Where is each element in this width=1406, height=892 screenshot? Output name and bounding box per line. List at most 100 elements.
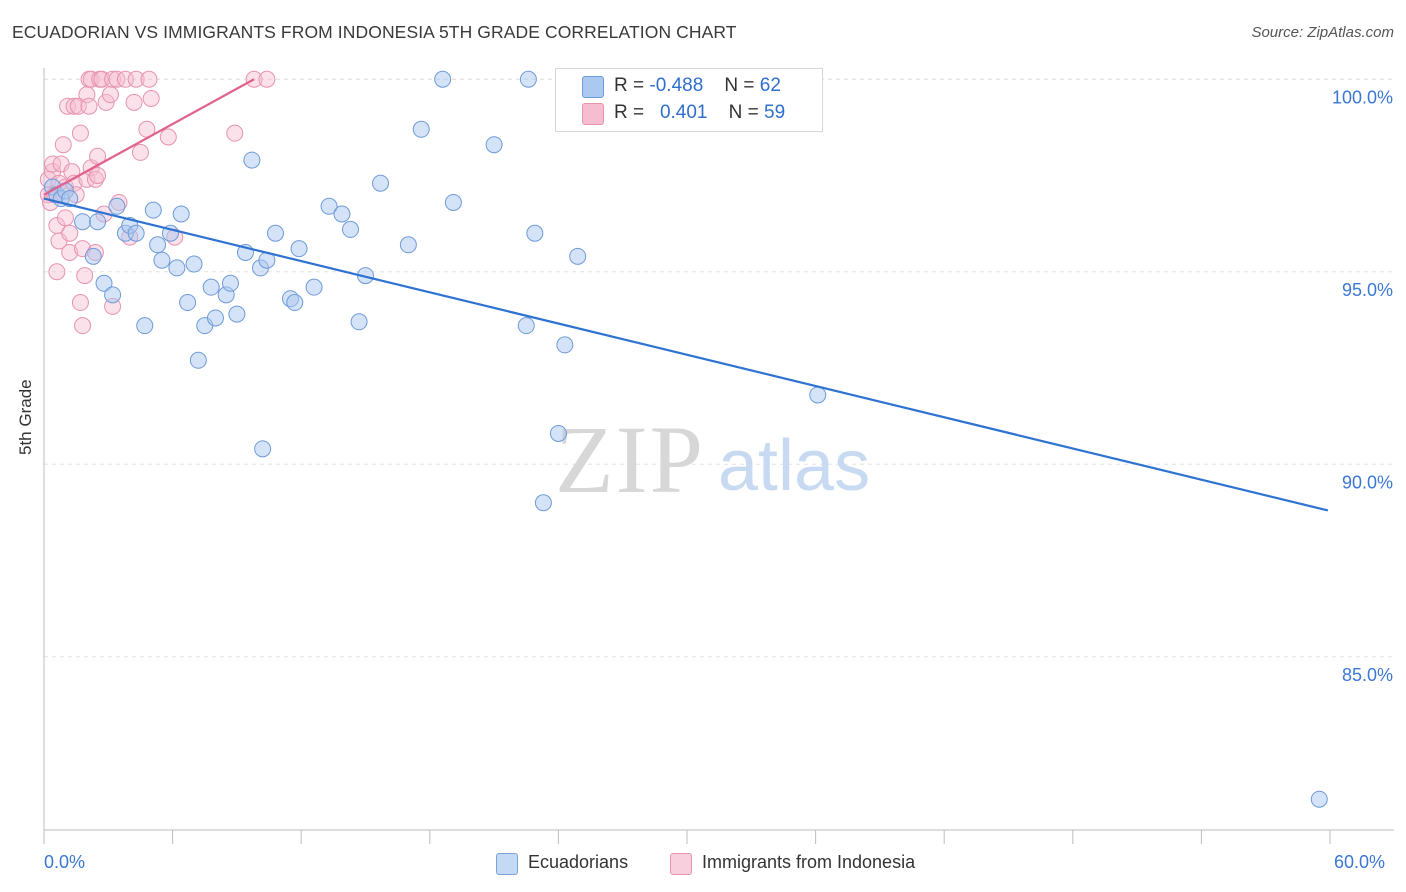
legend-n-label: N = xyxy=(724,75,755,96)
legend-text-indonesia: R = 0.401 N = 59 xyxy=(614,102,785,124)
data-point-ecuadorian xyxy=(206,309,224,327)
data-point-ecuadorian xyxy=(89,213,107,231)
data-point-ecuadorian xyxy=(144,201,162,219)
legend-n-label: N = xyxy=(728,102,759,123)
data-point-indonesia xyxy=(65,97,83,115)
y-tick-label: 85.0% xyxy=(1342,665,1393,685)
data-point-indonesia xyxy=(125,93,143,111)
trend-lines xyxy=(43,78,1329,512)
data-point-ecuadorian xyxy=(108,197,126,215)
data-point-ecuadorian xyxy=(320,197,338,215)
data-point-indonesia xyxy=(104,70,122,88)
data-point-ecuadorian xyxy=(74,213,92,231)
data-point-ecuadorian xyxy=(372,174,390,192)
data-point-ecuadorian xyxy=(266,224,284,242)
x-tick-label-max: 60.0% xyxy=(1334,852,1386,872)
data-point-ecuadorian xyxy=(202,278,220,296)
trend-line-indonesia xyxy=(43,78,255,196)
data-point-ecuadorian xyxy=(569,247,587,265)
data-point-ecuadorian xyxy=(136,317,154,335)
correlation-legend: R = -0.488 N = 62 R = 0.401 N = 59 xyxy=(555,68,823,132)
data-point-indonesia xyxy=(44,155,62,173)
data-point-ecuadorian xyxy=(228,305,246,323)
legend-r-value: 0.401 xyxy=(659,102,708,123)
data-point-ecuadorian xyxy=(519,70,537,88)
data-point-ecuadorian xyxy=(221,274,239,292)
data-point-indonesia xyxy=(54,136,72,154)
data-point-ecuadorian xyxy=(84,247,102,265)
bottom-legend-label: Ecuadorians xyxy=(528,852,629,872)
data-point-ecuadorian xyxy=(534,494,552,512)
data-point-indonesia xyxy=(71,294,89,312)
y-tick-labels: 85.0% 90.0% 95.0% 100.0% xyxy=(1332,87,1393,685)
data-point-indonesia xyxy=(71,124,89,142)
y-tick-label: 100.0% xyxy=(1332,87,1393,107)
data-point-indonesia xyxy=(97,93,115,111)
data-point-ecuadorian xyxy=(243,151,261,169)
data-point-indonesia xyxy=(101,86,119,104)
data-point-indonesia xyxy=(131,143,149,161)
legend-r-label: R = xyxy=(614,102,645,123)
data-point-ecuadorian xyxy=(526,224,544,242)
data-point-indonesia xyxy=(127,70,145,88)
data-point-ecuadorian xyxy=(286,294,304,312)
data-point-ecuadorian xyxy=(350,313,368,331)
legend-text-ecuadorians: R = -0.488 N = 62 xyxy=(614,75,781,97)
watermark-zip: ZIP xyxy=(555,406,705,513)
data-point-indonesia xyxy=(140,70,158,88)
bottom-legend-label: Immigrants from Indonesia xyxy=(702,852,916,872)
data-point-ecuadorian xyxy=(185,255,203,273)
data-point-ecuadorian xyxy=(341,220,359,238)
chart-source: Source: ZipAtlas.com xyxy=(1251,24,1394,41)
data-point-indonesia xyxy=(48,263,66,281)
data-point-ecuadorian xyxy=(517,317,535,335)
data-point-indonesia xyxy=(226,124,244,142)
data-point-ecuadorian xyxy=(556,336,574,354)
trend-line-ecuadorians xyxy=(43,197,1329,512)
data-point-indonesia xyxy=(258,70,276,88)
data-point-ecuadorian xyxy=(412,120,430,138)
data-point-ecuadorian xyxy=(149,236,167,254)
data-point-ecuadorian xyxy=(333,205,351,223)
data-point-ecuadorian xyxy=(95,274,113,292)
y-tick-label: 95.0% xyxy=(1342,280,1393,300)
data-point-indonesia xyxy=(61,224,79,242)
legend-swatch-blue xyxy=(582,76,604,98)
data-point-indonesia xyxy=(76,267,94,285)
data-point-ecuadorian xyxy=(127,224,145,242)
data-point-ecuadorian xyxy=(153,251,171,269)
data-point-ecuadorian xyxy=(61,190,79,208)
data-point-indonesia xyxy=(142,90,160,107)
data-point-ecuadorian xyxy=(809,386,827,404)
legend-n-value: 62 xyxy=(759,75,781,96)
legend-swatch-pink xyxy=(582,103,604,125)
data-point-indonesia xyxy=(56,209,74,227)
bottom-legend-swatch-blue xyxy=(496,853,518,875)
legend-r-label: R = xyxy=(614,75,645,96)
data-point-indonesia xyxy=(89,167,107,184)
data-point-ecuadorian xyxy=(305,278,323,296)
data-point-indonesia xyxy=(61,244,79,261)
data-point-ecuadorian xyxy=(434,70,452,88)
axes xyxy=(43,68,1394,844)
data-point-ecuadorian xyxy=(168,259,186,277)
data-point-ecuadorian xyxy=(399,236,417,254)
bottom-legend-swatch-pink xyxy=(670,853,692,875)
data-point-ecuadorian xyxy=(179,294,197,312)
data-point-ecuadorian xyxy=(1310,790,1328,808)
data-point-indonesia xyxy=(108,70,126,88)
watermark-atlas: atlas xyxy=(718,426,870,506)
data-point-ecuadorian xyxy=(104,286,122,304)
data-point-ecuadorian xyxy=(172,205,190,223)
data-point-indonesia xyxy=(74,317,92,335)
data-point-indonesia xyxy=(159,128,177,146)
data-point-ecuadorian xyxy=(549,424,567,442)
watermark: ZIP atlas xyxy=(555,406,870,513)
data-point-ecuadorian xyxy=(444,193,462,211)
chart-title: ECUADORIAN VS IMMIGRANTS FROM INDONESIA … xyxy=(12,22,737,42)
y-axis-label: 5th Grade xyxy=(16,379,35,455)
data-point-ecuadorian xyxy=(290,240,308,258)
legend-r-value: -0.488 xyxy=(649,75,704,96)
data-point-ecuadorian xyxy=(254,440,272,458)
